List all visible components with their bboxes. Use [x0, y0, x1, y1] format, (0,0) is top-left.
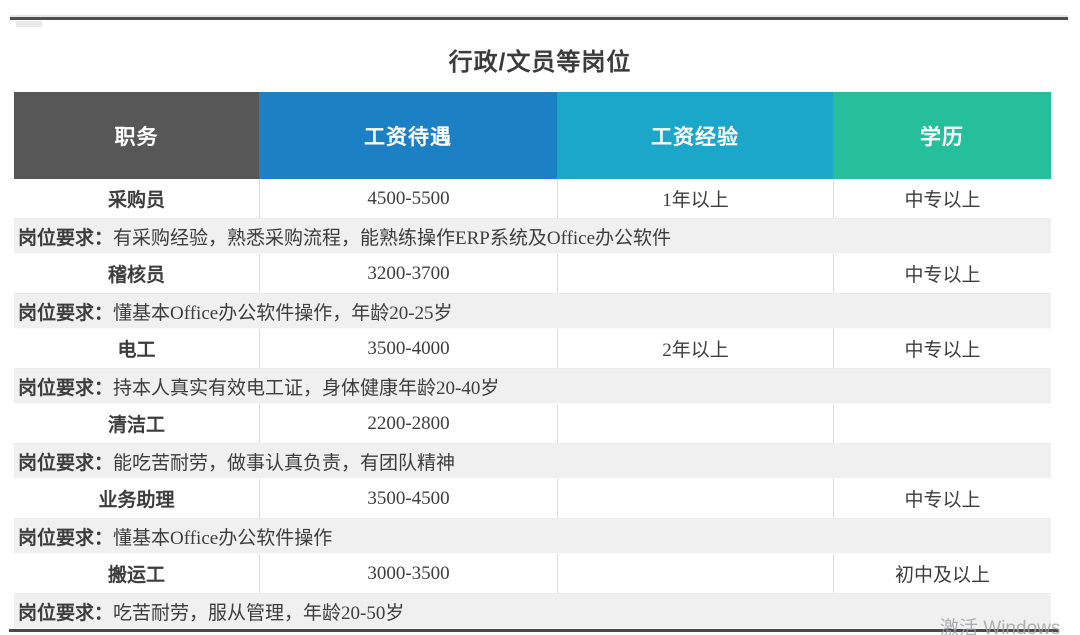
cell-position: 清洁工 [107, 415, 165, 436]
requirement-text: 有采购经验，熟悉采购流程，能熟练操作ERP系统及Office办公软件 [113, 227, 672, 249]
requirement-label: 岗位要求： [18, 602, 114, 624]
page-title: 行政/文员等岗位 [448, 49, 632, 76]
cell-experience: 2年以上 [557, 329, 833, 368]
cell-position: 业务助理 [98, 490, 175, 511]
cell-experience [557, 554, 833, 593]
job-row-group: 搬运工 3000-3500 初中及以上 岗位要求： 吃苦耐劳，服从管理，年龄20-… [14, 554, 1051, 629]
table-header-row: 职务 工资待遇 工资经验 学历 [14, 92, 1051, 179]
cell-experience: 1年以上 [557, 179, 833, 218]
table-row: 清洁工 2200-2800 [14, 404, 1051, 444]
cell-position: 电工 [117, 340, 156, 361]
requirement-text: 懂基本Office办公软件操作 [113, 527, 333, 549]
cell-education: 中专以上 [833, 329, 1051, 368]
requirement-label: 岗位要求： [18, 302, 114, 324]
cell-experience [557, 404, 833, 443]
table-row: 稽核员 3200-3700 中专以上 [14, 254, 1051, 294]
column-header-education: 学历 [833, 92, 1051, 179]
cell-education: 初中及以上 [833, 554, 1051, 593]
cell-experience [557, 479, 833, 518]
requirement-text: 能吃苦耐劳，做事认真负责，有团队精神 [113, 452, 456, 474]
cell-salary: 3000-3500 [259, 554, 557, 593]
requirement-row: 岗位要求： 持本人真实有效电工证，身体健康年龄20-40岁 [14, 369, 1051, 404]
job-row-group: 稽核员 3200-3700 中专以上 岗位要求： 懂基本Office办公软件操作，… [14, 254, 1051, 329]
job-row-group: 清洁工 2200-2800 岗位要求： 能吃苦耐劳，做事认真负责，有团队精神 [14, 404, 1051, 479]
requirement-text: 懂基本Office办公软件操作，年龄20-25岁 [113, 302, 453, 324]
cell-salary: 3200-3700 [259, 254, 557, 293]
job-row-group: 电工 3500-4000 2年以上 中专以上 岗位要求： 持本人真实有效电工证，身… [14, 329, 1051, 404]
column-header-position: 职务 [14, 92, 259, 179]
column-header-experience: 工资经验 [557, 92, 833, 179]
cell-salary: 4500-5500 [259, 179, 557, 218]
table-row: 搬运工 3000-3500 初中及以上 [14, 554, 1051, 594]
requirement-row: 岗位要求： 懂基本Office办公软件操作 [14, 519, 1051, 554]
job-row-group: 采购员 4500-5500 1年以上 中专以上 岗位要求： 有采购经验，熟悉采购流… [14, 179, 1051, 254]
cell-education: 中专以上 [833, 479, 1051, 518]
cell-education: 中专以上 [833, 254, 1051, 293]
table-row: 业务助理 3500-4500 中专以上 [14, 479, 1051, 519]
requirement-label: 岗位要求： [18, 377, 114, 399]
requirement-label: 岗位要求： [18, 527, 114, 549]
cell-salary: 3500-4000 [259, 329, 557, 368]
cell-position: 搬运工 [107, 565, 165, 586]
cell-position: 采购员 [107, 190, 165, 211]
requirement-row: 岗位要求： 有采购经验，熟悉采购流程，能熟练操作ERP系统及Office办公软件 [14, 219, 1051, 254]
cell-position: 稽核员 [107, 265, 165, 286]
cell-salary: 3500-4500 [259, 479, 557, 518]
top-divider [10, 17, 1068, 20]
cell-salary: 2200-2800 [259, 404, 557, 443]
requirement-text: 持本人真实有效电工证，身体健康年龄20-40岁 [113, 377, 500, 399]
activate-windows-watermark: 激活 Windows [940, 618, 1061, 635]
job-table: 职务 工资待遇 工资经验 学历 采购员 4500-5500 1年以上 中专以上 … [14, 92, 1051, 629]
cell-education: 中专以上 [833, 179, 1051, 218]
requirement-label: 岗位要求： [18, 452, 114, 474]
table-row: 电工 3500-4000 2年以上 中专以上 [14, 329, 1051, 369]
requirement-row: 岗位要求： 懂基本Office办公软件操作，年龄20-25岁 [14, 294, 1051, 329]
requirement-row: 岗位要求： 吃苦耐劳，服从管理，年龄20-50岁 [14, 594, 1051, 629]
requirement-label: 岗位要求： [18, 227, 114, 249]
cell-experience [557, 254, 833, 293]
column-header-salary: 工资待遇 [259, 92, 557, 179]
table-row: 采购员 4500-5500 1年以上 中专以上 [14, 179, 1051, 219]
corner-artifact [16, 21, 42, 27]
bottom-divider [9, 629, 1059, 632]
requirement-text: 吃苦耐劳，服从管理，年龄20-50岁 [113, 602, 405, 624]
cell-education [833, 404, 1051, 443]
job-row-group: 业务助理 3500-4500 中专以上 岗位要求： 懂基本Office办公软件操作 [14, 479, 1051, 554]
requirement-row: 岗位要求： 能吃苦耐劳，做事认真负责，有团队精神 [14, 444, 1051, 479]
